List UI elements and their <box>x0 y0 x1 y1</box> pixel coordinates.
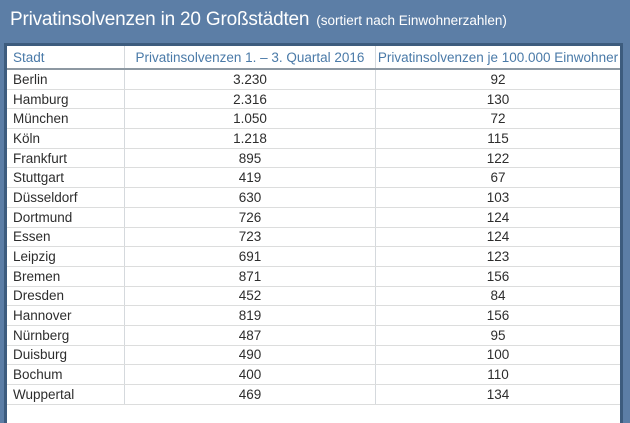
page-title: Privatinsolvenzen in 20 Großstädten <box>10 9 310 30</box>
cell-stadt: Frankfurt <box>7 148 125 169</box>
table-row: Nürnberg 487 95 <box>7 325 620 346</box>
cell-je-einwohner: 67 <box>375 167 620 189</box>
table-row: Frankfurt 895 122 <box>7 148 620 169</box>
cell-je-einwohner: 92 <box>375 69 620 90</box>
cell-insolvenzen: 469 <box>124 384 376 405</box>
table-row: Essen 723 124 <box>7 227 620 248</box>
table-row: Stuttgart 419 67 <box>7 167 620 189</box>
cell-je-einwohner: 134 <box>375 384 620 405</box>
table-row: Berlin 3.230 92 <box>7 69 620 90</box>
table-row: Hamburg 2.316 130 <box>7 89 620 110</box>
cell-stadt: Dortmund <box>7 207 125 228</box>
cell-stadt: Bremen <box>7 266 125 287</box>
cell-insolvenzen: 1.050 <box>124 108 376 130</box>
cell-je-einwohner: 103 <box>375 187 620 208</box>
table-body: Berlin 3.230 92 Hamburg 2.316 130 München 1.050… <box>7 69 620 405</box>
cell-je-einwohner: 72 <box>375 108 620 130</box>
table-row: Dortmund 726 124 <box>7 207 620 228</box>
cell-stadt: Stuttgart <box>7 167 125 189</box>
cell-insolvenzen: 3.230 <box>124 69 376 90</box>
cell-stadt: Nürnberg <box>7 325 125 346</box>
table-row: Bremen 871 156 <box>7 266 620 287</box>
cell-je-einwohner: 122 <box>375 148 620 169</box>
cell-insolvenzen: 400 <box>124 364 376 385</box>
cell-insolvenzen: 2.316 <box>124 89 376 110</box>
cell-je-einwohner: 95 <box>375 325 620 346</box>
cell-stadt: Wuppertal <box>7 384 125 405</box>
cell-stadt: Hamburg <box>7 89 125 110</box>
cell-insolvenzen: 871 <box>124 266 376 287</box>
cell-insolvenzen: 895 <box>124 148 376 169</box>
cell-insolvenzen: 691 <box>124 246 376 267</box>
cell-je-einwohner: 156 <box>375 305 620 326</box>
column-header-je-einwohner: Privatinsolvenzen je 100.000 Einwohner <box>375 46 620 70</box>
cell-insolvenzen: 490 <box>124 345 376 366</box>
cell-je-einwohner: 130 <box>375 89 620 110</box>
cell-je-einwohner: 100 <box>375 345 620 366</box>
cell-stadt: Düsseldorf <box>7 187 125 208</box>
cell-stadt: Dresden <box>7 286 125 307</box>
title-bar: Privatinsolvenzen in 20 Großstädten (sor… <box>0 0 630 43</box>
cell-insolvenzen: 630 <box>124 187 376 208</box>
page-subtitle: (sortiert nach Einwohnerzahlen) <box>316 13 507 28</box>
table-row: Düsseldorf 630 103 <box>7 187 620 208</box>
cell-insolvenzen: 1.218 <box>124 128 376 149</box>
header-row: Stadt Privatinsolvenzen 1. – 3. Quartal … <box>7 46 620 70</box>
cell-insolvenzen: 487 <box>124 325 376 346</box>
cell-je-einwohner: 84 <box>375 286 620 307</box>
table-row: Bochum 400 110 <box>7 364 620 385</box>
cell-stadt: Köln <box>7 128 125 149</box>
cell-stadt: München <box>7 108 125 130</box>
table-row: Wuppertal 469 134 <box>7 384 620 405</box>
table-row: Leipzig 691 123 <box>7 246 620 267</box>
cell-stadt: Berlin <box>7 69 125 90</box>
table-frame: Stadt Privatinsolvenzen 1. – 3. Quartal … <box>4 43 623 423</box>
cell-stadt: Leipzig <box>7 246 125 267</box>
column-header-stadt: Stadt <box>7 46 125 70</box>
cell-je-einwohner: 124 <box>375 207 620 228</box>
column-header-insolvenzen: Privatinsolvenzen 1. – 3. Quartal 2016 <box>124 46 376 70</box>
table-row: München 1.050 72 <box>7 108 620 130</box>
cell-insolvenzen: 819 <box>124 305 376 326</box>
cell-stadt: Essen <box>7 227 125 248</box>
cell-insolvenzen: 452 <box>124 286 376 307</box>
cell-insolvenzen: 723 <box>124 227 376 248</box>
cell-je-einwohner: 124 <box>375 227 620 248</box>
table-row: Dresden 452 84 <box>7 286 620 307</box>
cell-stadt: Bochum <box>7 364 125 385</box>
table-row: Duisburg 490 100 <box>7 345 620 366</box>
cell-insolvenzen: 726 <box>124 207 376 228</box>
insolvency-table: Stadt Privatinsolvenzen 1. – 3. Quartal … <box>7 46 620 405</box>
cell-stadt: Duisburg <box>7 345 125 366</box>
cell-je-einwohner: 115 <box>375 128 620 149</box>
cell-je-einwohner: 123 <box>375 246 620 267</box>
table-row: Köln 1.218 115 <box>7 128 620 149</box>
table-row: Hannover 819 156 <box>7 305 620 326</box>
cell-stadt: Hannover <box>7 305 125 326</box>
cell-je-einwohner: 156 <box>375 266 620 287</box>
cell-je-einwohner: 110 <box>375 364 620 385</box>
cell-insolvenzen: 419 <box>124 167 376 189</box>
